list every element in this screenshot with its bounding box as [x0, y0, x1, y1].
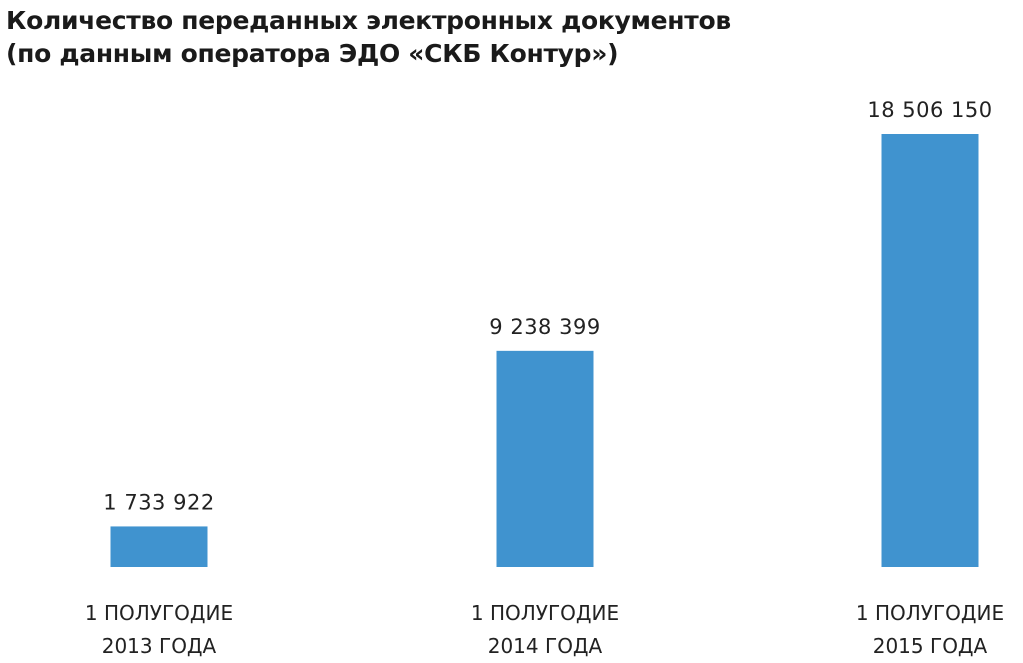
category-label-2-line-1: 1 ПОЛУГОДИЕ	[471, 601, 619, 625]
category-label-1-line-1: 1 ПОЛУГОДИЕ	[85, 601, 233, 625]
bar-2	[496, 350, 594, 567]
bar-1	[110, 526, 208, 567]
category-label-2-line-2: 2014 ГОДА	[488, 634, 603, 658]
chart-title-line-2: (по данным оператора ЭДО «СКБ Контур»)	[6, 39, 619, 68]
chart-title: Количество переданных электронных докуме…	[6, 4, 1006, 70]
chart-title-line-1: Количество переданных электронных докуме…	[6, 6, 731, 35]
value-label-3: 18 506 150	[867, 98, 992, 122]
bar-3	[881, 134, 979, 567]
category-label-3-line-2: 2015 ГОДА	[873, 634, 988, 658]
value-label-1: 1 733 922	[103, 490, 214, 514]
category-label-1-line-2: 2013 ГОДА	[102, 634, 217, 658]
value-label-2: 9 238 399	[489, 315, 600, 339]
category-label-3-line-1: 1 ПОЛУГОДИЕ	[856, 601, 1004, 625]
